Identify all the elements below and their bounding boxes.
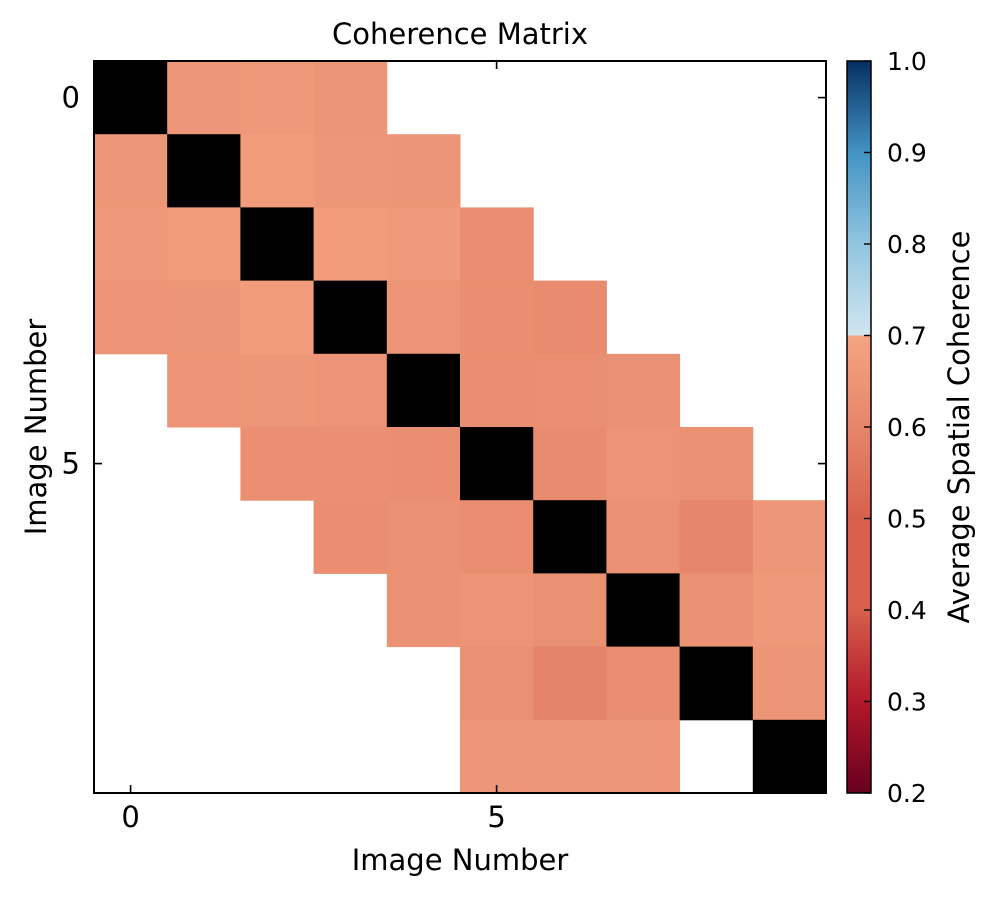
heatmap-cell [386, 207, 461, 282]
heatmap-cell [533, 573, 607, 648]
colorbar-tick-label: 0.2 [887, 779, 927, 808]
heatmap-cell [606, 719, 681, 794]
heatmap-cell [752, 573, 827, 648]
heatmap-cell [386, 134, 461, 208]
y-axis-ticks: 05 [62, 81, 826, 481]
heatmap-cell [240, 61, 315, 135]
heatmap-cell [533, 646, 607, 721]
heatmap-cell [460, 280, 534, 355]
colorbar-label: Average Spatial Coherence [942, 231, 976, 624]
heatmap-cell [460, 719, 534, 794]
diagonal-cell [679, 646, 754, 721]
diagonal-cell [533, 500, 607, 574]
heatmap-cell [313, 353, 388, 428]
x-tick-label: 5 [487, 800, 505, 834]
heatmap-cell [606, 353, 681, 428]
heatmap-cell [240, 353, 315, 428]
heatmap-cell [94, 134, 168, 208]
heatmap-cell [606, 646, 681, 721]
heatmap-cell [386, 573, 461, 648]
diagonal-cell [606, 573, 681, 648]
heatmap-cell [533, 719, 607, 794]
heatmap-cell [240, 427, 315, 501]
heatmap-cell [752, 646, 827, 721]
colorbar-tick-label: 0.3 [887, 688, 927, 717]
x-tick-label: 0 [121, 800, 139, 834]
x-axis-label: Image Number [352, 843, 569, 877]
heatmap-cell [167, 353, 241, 428]
colorbar-tick-label: 0.4 [887, 596, 927, 625]
colorbar-tick-label: 1.0 [887, 47, 927, 76]
y-axis-label: Image Number [19, 319, 53, 536]
heatmap-cell [167, 61, 241, 135]
plot-frame [93, 60, 827, 794]
colorbar-tick-label: 0.9 [887, 139, 927, 168]
heatmap-cell [606, 500, 681, 574]
colorbar-tick-label: 0.6 [887, 413, 927, 442]
diagonal-cell [460, 427, 534, 501]
heatmap-cell [313, 500, 388, 574]
heatmap-cell [167, 280, 241, 355]
colorbar-tick-label: 0.8 [887, 230, 927, 259]
diagonal-cell [752, 719, 827, 794]
heatmap-cell [460, 500, 534, 574]
heatmap-cell [313, 61, 388, 135]
diagonal-cell [240, 207, 315, 282]
heatmap-cell [240, 134, 315, 208]
heatmap-cell [240, 280, 315, 355]
heatmap-cell [752, 500, 827, 574]
y-tick-label: 5 [62, 447, 80, 481]
heatmap-cell [679, 427, 754, 501]
heatmap-cell [606, 427, 681, 501]
heatmap-cell [94, 207, 168, 282]
heatmap-cell [386, 280, 461, 355]
diagonal-cell [167, 134, 241, 208]
heatmap-cell [313, 134, 388, 208]
heatmap-cell [167, 207, 241, 282]
colorbar-tick-label: 0.5 [887, 505, 927, 534]
heatmap-cell [679, 573, 754, 648]
heatmap-cell [94, 280, 168, 355]
heatmap-cell [533, 353, 607, 428]
heatmap-cell [313, 427, 388, 501]
heatmap-cells [94, 61, 827, 794]
heatmap-cell [460, 646, 534, 721]
heatmap-cell [533, 280, 607, 355]
heatmap-cell [386, 500, 461, 574]
diagonal-cell [313, 280, 388, 355]
colorbar-tick-label: 0.7 [887, 322, 927, 351]
heatmap-cell [679, 500, 754, 574]
heatmap-cell [460, 207, 534, 282]
heatmap-cell [386, 427, 461, 501]
diagonal-cell [94, 61, 168, 135]
heatmap-cell [533, 427, 607, 501]
heatmap-cell [313, 207, 388, 282]
colorbar-ticks: 0.2 0.3 0.4 0.5 0.6 0.7 0.8 0.9 1.0 [864, 47, 927, 808]
heatmap-cell [460, 573, 534, 648]
y-tick-label: 0 [62, 81, 80, 115]
diagonal-cell [386, 353, 461, 428]
chart-title: Coherence Matrix [332, 17, 588, 51]
heatmap-cell [460, 353, 534, 428]
